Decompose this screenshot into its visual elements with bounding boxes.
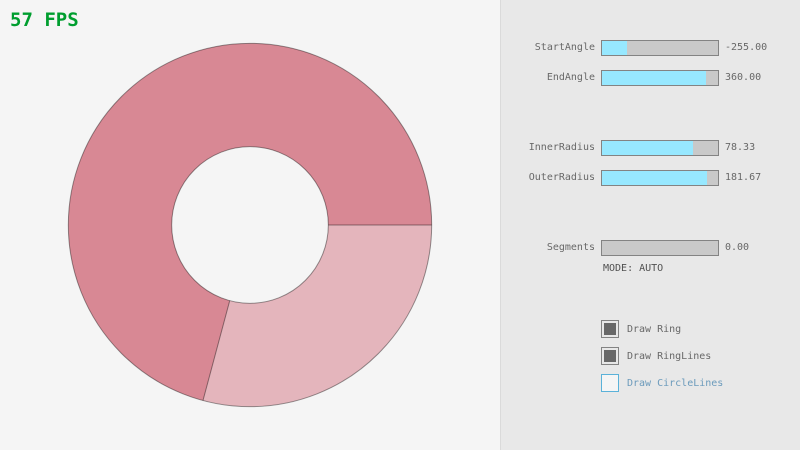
innerradius-slider-fill	[602, 141, 693, 155]
innerradius-slider[interactable]	[601, 140, 719, 156]
outerradius-slider[interactable]	[601, 170, 719, 186]
innerradius-value: 78.33	[725, 142, 756, 153]
outerradius-label: OuterRadius	[528, 172, 595, 183]
startangle-label: StartAngle	[534, 42, 595, 53]
startangle-value: -255.00	[725, 42, 768, 53]
segments-value: 0.00	[725, 242, 750, 253]
ring-preview	[67, 42, 433, 408]
ring-base	[68, 43, 432, 407]
segments-slider[interactable]	[601, 240, 719, 256]
slider-row-endangle: EndAngle 360.00	[501, 70, 800, 86]
endangle-slider[interactable]	[601, 70, 719, 86]
draw-ringlines-checkbox[interactable]	[601, 347, 619, 365]
ring-overlap	[68, 43, 432, 401]
draw-ring-checkbox[interactable]	[601, 320, 619, 338]
endangle-slider-fill	[602, 71, 707, 85]
ring-inner-line	[171, 146, 329, 304]
draw-ringlines-label: Draw RingLines	[627, 350, 712, 362]
slider-row-outerradius: OuterRadius 181.67	[501, 170, 800, 186]
endangle-label: EndAngle	[546, 72, 595, 83]
outerradius-slider-fill	[602, 171, 708, 185]
ring-outer-line	[67, 42, 433, 408]
slider-row-startangle: StartAngle -255.00	[501, 40, 800, 56]
mode-text: MODE: AUTO	[603, 263, 664, 274]
checkbox-row-draw-ring: Draw Ring	[601, 320, 681, 338]
fps-counter: 57 FPS	[10, 9, 79, 31]
startangle-slider[interactable]	[601, 40, 719, 56]
draw-ring-label: Draw Ring	[627, 323, 682, 335]
ring-start-capline	[202, 300, 231, 401]
controls-panel: StartAngle -255.00 EndAngle 360.00 Inner…	[500, 0, 800, 450]
endangle-value: 360.00	[725, 72, 762, 83]
segments-label: Segments	[546, 242, 595, 253]
draw-circlelines-checkbox[interactable]	[601, 374, 619, 392]
slider-row-innerradius: InnerRadius 78.33	[501, 140, 800, 156]
outerradius-value: 181.67	[725, 172, 762, 183]
startangle-slider-fill	[602, 41, 628, 55]
draw-circlelines-label: Draw CircleLines	[627, 377, 724, 389]
checkbox-row-draw-circlelines: Draw CircleLines	[601, 374, 723, 392]
innerradius-label: InnerRadius	[528, 142, 595, 153]
checkbox-row-draw-ringlines: Draw RingLines	[601, 347, 711, 365]
slider-row-segments: Segments 0.00	[501, 240, 800, 256]
